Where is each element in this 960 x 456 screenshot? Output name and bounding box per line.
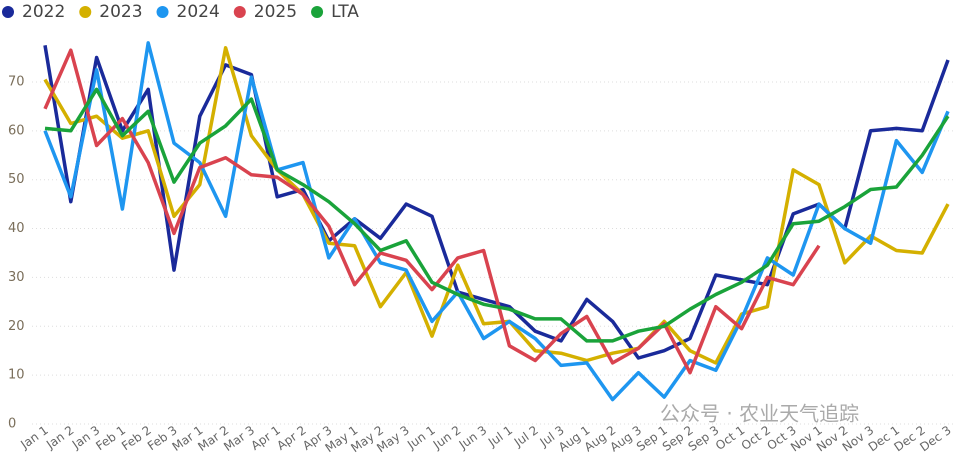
legend-marker [233,6,246,18]
y-tick-label: 20 [8,319,25,334]
legend-label: 2025 [254,2,297,22]
x-tick-label: Jan 1 [17,423,50,452]
y-tick-label: 50 [8,172,25,187]
legend-label: 2022 [22,2,65,22]
series-line [43,41,950,402]
legend-marker [2,6,14,18]
x-tick-label: Jun 2 [430,423,464,452]
series-line [44,87,950,343]
legend-marker [311,6,324,18]
legend-marker [156,6,169,18]
series-line [43,45,950,360]
legend-label: LTA [331,2,359,22]
legend-marker [79,6,92,18]
x-tick-label: Jan 2 [43,423,76,452]
series-line [43,48,821,375]
x-tick-label: Jul 2 [511,423,541,450]
series-line [43,46,950,365]
x-tick-label: Jun 1 [404,423,438,452]
y-tick-label: 10 [8,368,25,383]
y-tick-label: 30 [8,270,25,285]
y-tick-label: 70 [8,74,25,89]
y-tick-label: 0 [8,417,16,432]
x-tick-label: Jul 1 [485,423,515,450]
y-tick-label: 60 [8,123,25,138]
legend-label: 2023 [99,2,142,22]
watermark: 公众号 · 农业天气追踪 [660,402,859,426]
x-tick-label: Jun 3 [456,423,490,452]
legend-label: 2024 [177,2,220,22]
y-tick-label: 40 [8,221,25,236]
